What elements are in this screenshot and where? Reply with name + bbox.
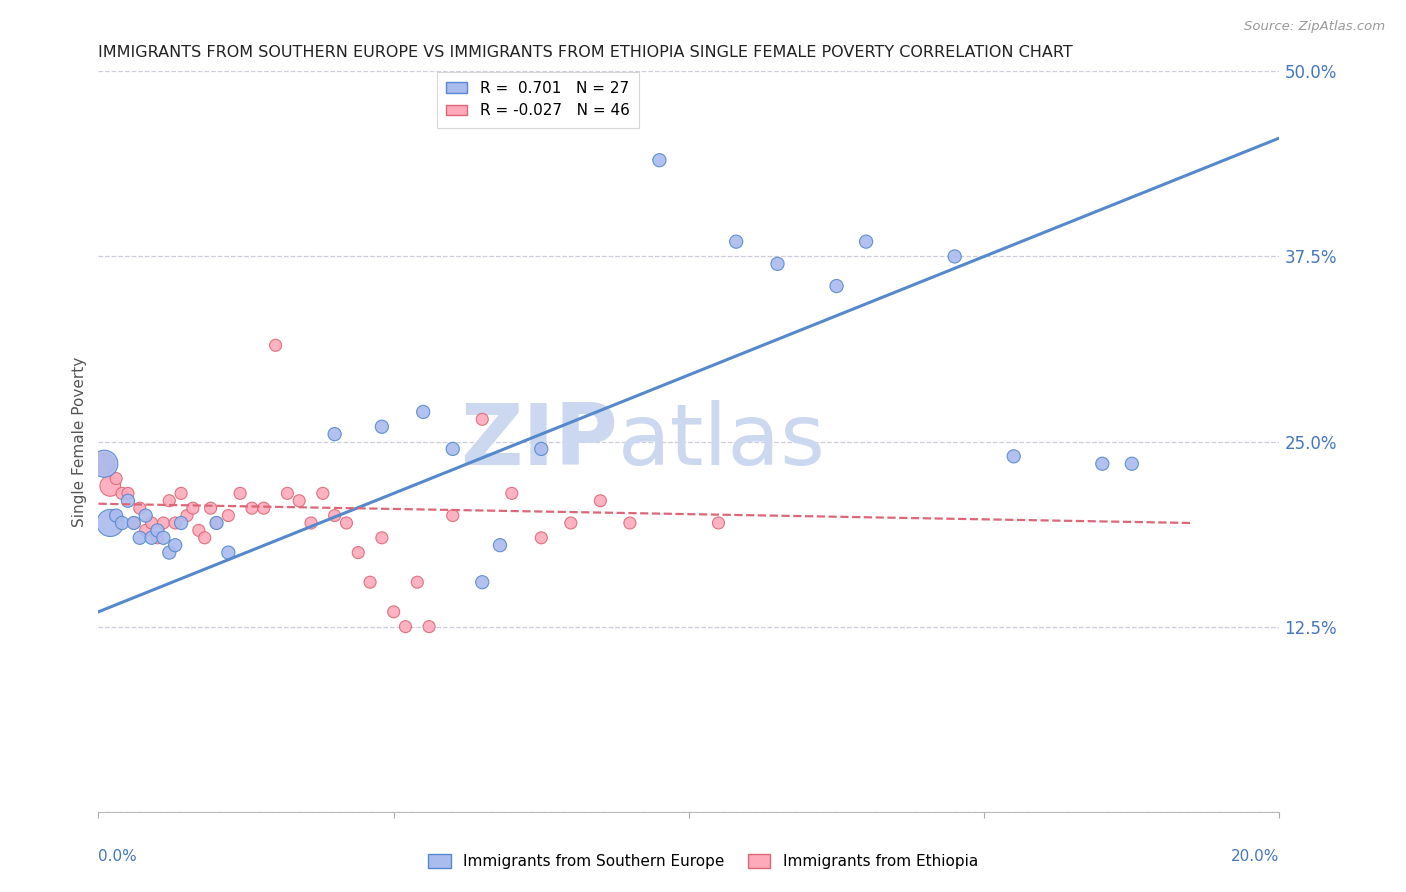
Point xyxy=(530,531,553,545)
Text: 0.0%: 0.0% xyxy=(98,849,138,863)
Point xyxy=(93,457,115,471)
Point xyxy=(371,531,394,545)
Text: IMMIGRANTS FROM SOUTHERN EUROPE VS IMMIGRANTS FROM ETHIOPIA SINGLE FEMALE POVERT: IMMIGRANTS FROM SOUTHERN EUROPE VS IMMIG… xyxy=(98,45,1073,61)
Point xyxy=(122,516,145,530)
Text: atlas: atlas xyxy=(619,400,827,483)
Point xyxy=(98,516,121,530)
Point xyxy=(288,493,311,508)
Point xyxy=(170,486,193,500)
Point xyxy=(560,516,582,530)
Point xyxy=(589,493,612,508)
Point xyxy=(165,516,187,530)
Point xyxy=(825,279,848,293)
Point xyxy=(128,531,150,545)
Point xyxy=(187,524,209,538)
Legend: R =  0.701   N = 27, R = -0.027   N = 46: R = 0.701 N = 27, R = -0.027 N = 46 xyxy=(437,71,638,128)
Point xyxy=(501,486,523,500)
Point xyxy=(111,516,134,530)
Point xyxy=(105,471,128,485)
Point xyxy=(165,538,187,552)
Point xyxy=(135,524,157,538)
Point xyxy=(619,516,641,530)
Point xyxy=(135,508,157,523)
Point xyxy=(128,501,150,516)
Point xyxy=(382,605,405,619)
Point xyxy=(217,508,239,523)
Point xyxy=(157,493,180,508)
Point xyxy=(205,516,228,530)
Point xyxy=(1002,450,1025,464)
Point xyxy=(122,516,145,530)
Point xyxy=(117,493,139,508)
Point xyxy=(418,619,440,633)
Point xyxy=(253,501,276,516)
Point xyxy=(347,546,370,560)
Point xyxy=(146,524,169,538)
Point xyxy=(323,427,346,442)
Text: Source: ZipAtlas.com: Source: ZipAtlas.com xyxy=(1244,20,1385,33)
Point xyxy=(152,516,174,530)
Point xyxy=(335,516,357,530)
Point xyxy=(394,619,416,633)
Point xyxy=(359,575,381,590)
Point xyxy=(194,531,217,545)
Point xyxy=(855,235,877,249)
Point xyxy=(441,508,464,523)
Point xyxy=(170,516,193,530)
Point xyxy=(471,412,494,426)
Point xyxy=(412,405,434,419)
Point xyxy=(530,442,553,456)
Point xyxy=(141,516,163,530)
Point xyxy=(441,442,464,456)
Point xyxy=(117,486,139,500)
Point xyxy=(111,486,134,500)
Point xyxy=(707,516,730,530)
Point xyxy=(93,457,115,471)
Point xyxy=(489,538,512,552)
Point xyxy=(141,531,163,545)
Point xyxy=(264,338,287,352)
Point xyxy=(176,508,198,523)
Point xyxy=(152,531,174,545)
Point xyxy=(766,257,789,271)
Point xyxy=(1121,457,1143,471)
Y-axis label: Single Female Poverty: Single Female Poverty xyxy=(72,357,87,526)
Point xyxy=(276,486,298,500)
Text: ZIP: ZIP xyxy=(460,400,619,483)
Point xyxy=(943,250,966,264)
Point xyxy=(157,546,180,560)
Point xyxy=(146,531,169,545)
Point xyxy=(200,501,222,516)
Point xyxy=(648,153,671,168)
Point xyxy=(406,575,429,590)
Point xyxy=(323,508,346,523)
Point xyxy=(471,575,494,590)
Point xyxy=(98,479,121,493)
Point xyxy=(205,516,228,530)
Legend: Immigrants from Southern Europe, Immigrants from Ethiopia: Immigrants from Southern Europe, Immigra… xyxy=(422,848,984,875)
Point xyxy=(217,546,239,560)
Point xyxy=(1091,457,1114,471)
Text: 20.0%: 20.0% xyxy=(1232,849,1279,863)
Point xyxy=(105,508,128,523)
Point xyxy=(299,516,322,530)
Point xyxy=(181,501,204,516)
Point xyxy=(312,486,335,500)
Point xyxy=(725,235,748,249)
Point xyxy=(240,501,263,516)
Point xyxy=(371,419,394,434)
Point xyxy=(229,486,252,500)
